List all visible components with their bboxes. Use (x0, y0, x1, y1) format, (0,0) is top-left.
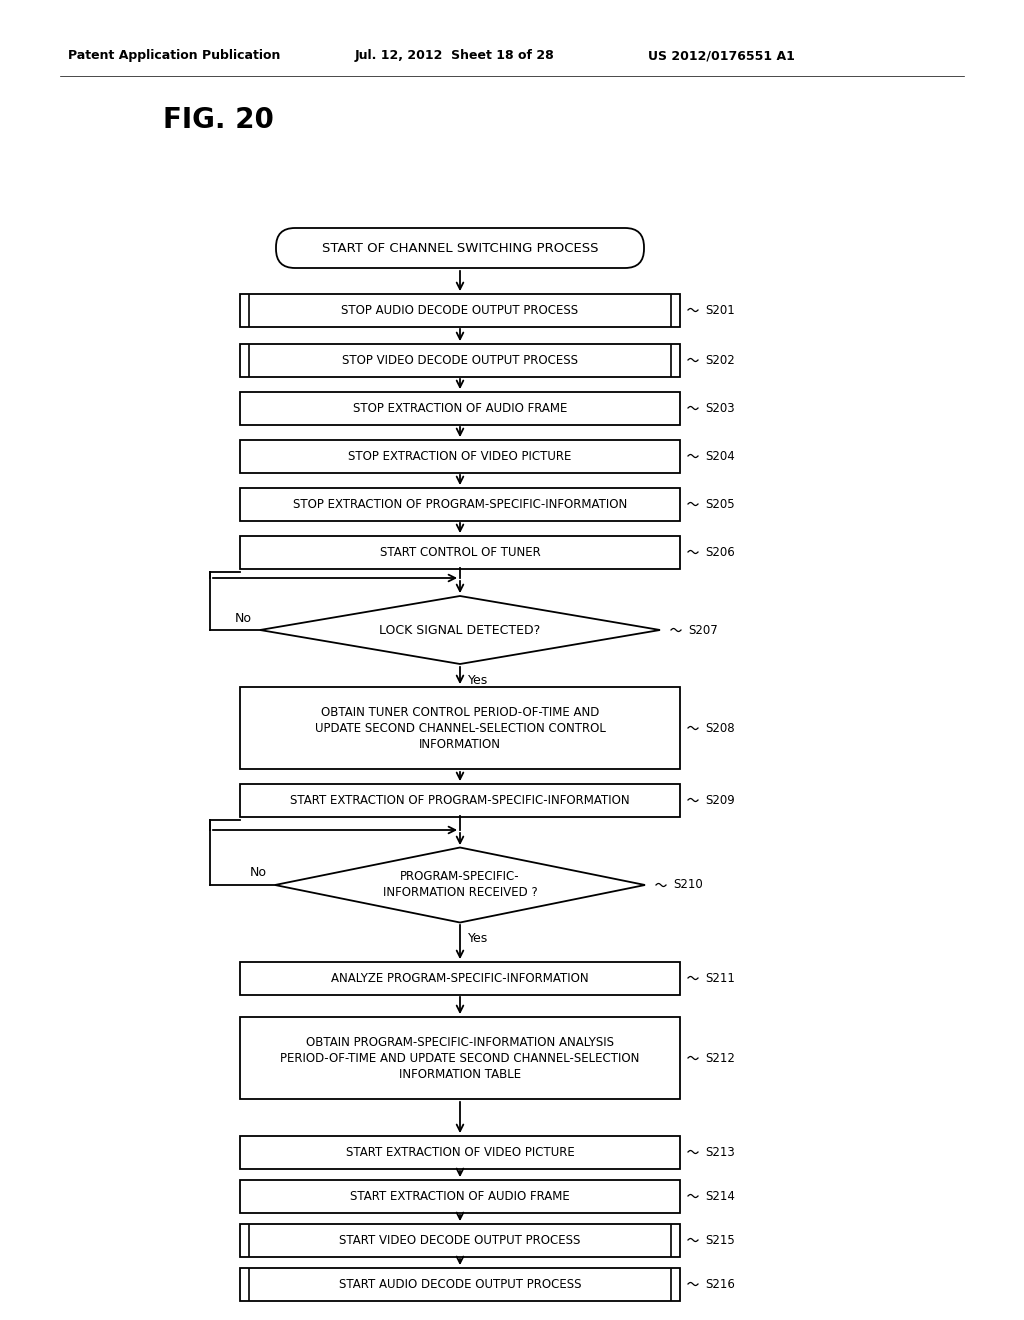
Text: S201: S201 (705, 304, 735, 317)
Text: STOP EXTRACTION OF PROGRAM-SPECIFIC-INFORMATION: STOP EXTRACTION OF PROGRAM-SPECIFIC-INFO… (293, 498, 627, 511)
Text: No: No (234, 611, 252, 624)
FancyBboxPatch shape (240, 1135, 680, 1168)
FancyBboxPatch shape (276, 228, 644, 268)
FancyBboxPatch shape (240, 1180, 680, 1213)
FancyBboxPatch shape (240, 686, 680, 770)
Text: S207: S207 (688, 623, 718, 636)
Text: S202: S202 (705, 354, 735, 367)
Text: S205: S205 (705, 498, 734, 511)
FancyBboxPatch shape (240, 961, 680, 994)
FancyBboxPatch shape (240, 392, 680, 425)
Text: S203: S203 (705, 401, 734, 414)
Polygon shape (275, 847, 645, 923)
FancyBboxPatch shape (240, 1224, 680, 1257)
Text: STOP VIDEO DECODE OUTPUT PROCESS: STOP VIDEO DECODE OUTPUT PROCESS (342, 354, 578, 367)
Text: S214: S214 (705, 1189, 735, 1203)
Text: Patent Application Publication: Patent Application Publication (68, 49, 281, 62)
Text: S213: S213 (705, 1146, 735, 1159)
Text: STOP EXTRACTION OF AUDIO FRAME: STOP EXTRACTION OF AUDIO FRAME (353, 401, 567, 414)
Text: Jul. 12, 2012  Sheet 18 of 28: Jul. 12, 2012 Sheet 18 of 28 (355, 49, 555, 62)
Text: START EXTRACTION OF PROGRAM-SPECIFIC-INFORMATION: START EXTRACTION OF PROGRAM-SPECIFIC-INF… (290, 793, 630, 807)
FancyBboxPatch shape (240, 343, 680, 376)
Text: START EXTRACTION OF AUDIO FRAME: START EXTRACTION OF AUDIO FRAME (350, 1189, 570, 1203)
Text: STOP EXTRACTION OF VIDEO PICTURE: STOP EXTRACTION OF VIDEO PICTURE (348, 450, 571, 462)
Text: ANALYZE PROGRAM-SPECIFIC-INFORMATION: ANALYZE PROGRAM-SPECIFIC-INFORMATION (331, 972, 589, 985)
Text: FIG. 20: FIG. 20 (163, 106, 273, 135)
Text: S208: S208 (705, 722, 734, 734)
Text: STOP AUDIO DECODE OUTPUT PROCESS: STOP AUDIO DECODE OUTPUT PROCESS (341, 304, 579, 317)
Text: S206: S206 (705, 545, 735, 558)
FancyBboxPatch shape (240, 784, 680, 817)
Text: START CONTROL OF TUNER: START CONTROL OF TUNER (380, 545, 541, 558)
Text: OBTAIN PROGRAM-SPECIFIC-INFORMATION ANALYSIS
PERIOD-OF-TIME AND UPDATE SECOND CH: OBTAIN PROGRAM-SPECIFIC-INFORMATION ANAL… (281, 1035, 640, 1081)
Text: S212: S212 (705, 1052, 735, 1064)
Text: US 2012/0176551 A1: US 2012/0176551 A1 (648, 49, 795, 62)
Text: Yes: Yes (468, 932, 488, 945)
Text: S215: S215 (705, 1233, 735, 1246)
Text: Yes: Yes (468, 675, 488, 686)
Text: LOCK SIGNAL DETECTED?: LOCK SIGNAL DETECTED? (379, 623, 541, 636)
FancyBboxPatch shape (240, 487, 680, 520)
FancyBboxPatch shape (240, 1016, 680, 1100)
FancyBboxPatch shape (240, 293, 680, 326)
Text: S210: S210 (673, 879, 702, 891)
Text: PROGRAM-SPECIFIC-
INFORMATION RECEIVED ?: PROGRAM-SPECIFIC- INFORMATION RECEIVED ? (383, 870, 538, 899)
Text: S216: S216 (705, 1278, 735, 1291)
Text: S209: S209 (705, 793, 735, 807)
Text: No: No (250, 866, 267, 879)
Polygon shape (260, 597, 660, 664)
Text: S211: S211 (705, 972, 735, 985)
Text: START AUDIO DECODE OUTPUT PROCESS: START AUDIO DECODE OUTPUT PROCESS (339, 1278, 582, 1291)
FancyBboxPatch shape (240, 1267, 680, 1300)
FancyBboxPatch shape (240, 440, 680, 473)
Text: S204: S204 (705, 450, 735, 462)
Text: START OF CHANNEL SWITCHING PROCESS: START OF CHANNEL SWITCHING PROCESS (322, 242, 598, 255)
FancyBboxPatch shape (240, 536, 680, 569)
Text: START EXTRACTION OF VIDEO PICTURE: START EXTRACTION OF VIDEO PICTURE (346, 1146, 574, 1159)
Text: OBTAIN TUNER CONTROL PERIOD-OF-TIME AND
UPDATE SECOND CHANNEL-SELECTION CONTROL
: OBTAIN TUNER CONTROL PERIOD-OF-TIME AND … (314, 705, 605, 751)
Text: START VIDEO DECODE OUTPUT PROCESS: START VIDEO DECODE OUTPUT PROCESS (339, 1233, 581, 1246)
